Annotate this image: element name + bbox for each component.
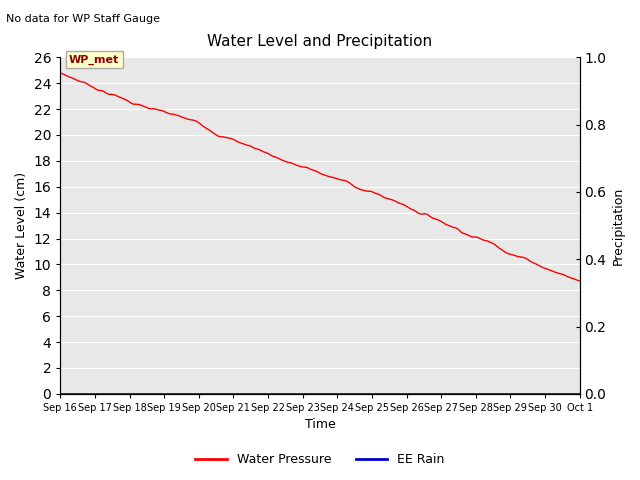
X-axis label: Time: Time	[305, 419, 335, 432]
Text: WP_met: WP_met	[69, 55, 119, 65]
Y-axis label: Water Level (cm): Water Level (cm)	[15, 172, 28, 279]
Title: Water Level and Precipitation: Water Level and Precipitation	[207, 34, 433, 49]
Y-axis label: Precipitation: Precipitation	[612, 186, 625, 264]
Legend: Water Pressure, EE Rain: Water Pressure, EE Rain	[190, 448, 450, 471]
Text: No data for WP Staff Gauge: No data for WP Staff Gauge	[6, 14, 161, 24]
